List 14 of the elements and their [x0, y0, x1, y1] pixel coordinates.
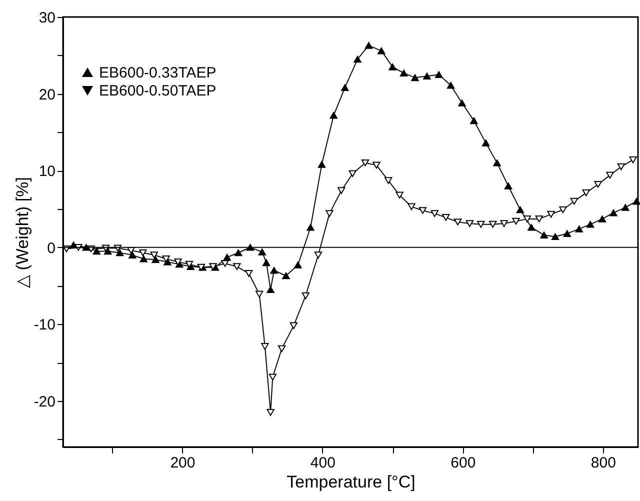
x-tick-label: 800 — [590, 454, 616, 472]
y-axis-title: △ (Weight) [%] — [12, 177, 32, 288]
y-tick-label: 0 — [47, 240, 56, 257]
y-tick-label: 10 — [38, 163, 56, 180]
legend-label: EB600-0.50TAEP — [99, 82, 216, 100]
y-tick-label: -20 — [34, 393, 56, 410]
y-tick-label: -10 — [34, 316, 56, 334]
legend-label: EB600-0.33TAEP — [99, 64, 216, 82]
y-tick-label: 30 — [38, 10, 56, 26]
y-tick-label: 20 — [38, 86, 56, 104]
x-tick-label: 200 — [170, 454, 196, 472]
x-tick-label: 600 — [450, 454, 476, 472]
x-tick-label: 400 — [310, 454, 336, 472]
x-axis-title: Temperature [°C] — [286, 472, 416, 492]
